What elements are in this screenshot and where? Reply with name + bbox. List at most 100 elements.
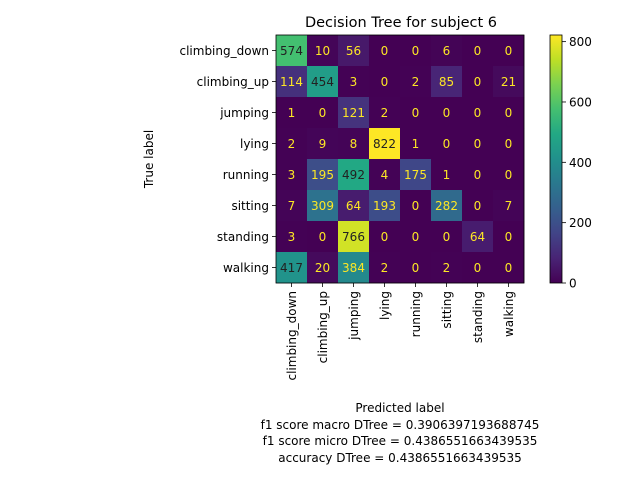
cell-value: 574	[280, 44, 303, 58]
heatmap-cell	[338, 159, 370, 191]
x-tick-label: walking	[502, 291, 516, 337]
heatmap-cell	[493, 97, 525, 129]
cell-value: 0	[412, 44, 420, 58]
heatmap-cell	[369, 66, 401, 98]
heatmap-cell	[400, 221, 432, 253]
heatmap-cell	[307, 252, 339, 284]
heatmap-cell	[307, 35, 339, 67]
cell-value: 0	[319, 230, 327, 244]
colorbar-tick-label: 400	[569, 156, 592, 170]
colorbar-tick-label: 0	[569, 277, 577, 291]
heatmap-cell	[400, 35, 432, 67]
cell-value: 4	[381, 168, 389, 182]
heatmap-cell	[493, 221, 525, 253]
heatmap-cell	[431, 252, 463, 284]
heatmap-cell	[493, 128, 525, 160]
y-tick-label: lying	[240, 137, 269, 151]
cell-value: 85	[439, 75, 454, 89]
heatmap-cell	[369, 97, 401, 129]
x-axis-label-block: Predicted label f1 score macro DTree = 0…	[261, 401, 540, 465]
y-tick-label: sitting	[231, 199, 269, 213]
cell-value: 3	[350, 75, 358, 89]
cell-value: 6	[443, 44, 451, 58]
x-tick-label: climbing_up	[316, 291, 330, 363]
heatmap-cell	[369, 252, 401, 284]
heatmap-cell	[276, 159, 308, 191]
colorbar-tick-label: 800	[569, 35, 592, 49]
heatmap-cell	[462, 35, 494, 67]
y-tick-label: climbing_up	[197, 75, 269, 89]
heatmap-cell	[400, 159, 432, 191]
heatmap-cell	[400, 97, 432, 129]
cell-value: 56	[346, 44, 361, 58]
cell-value: 193	[373, 199, 396, 213]
heatmap-cell	[307, 97, 339, 129]
heatmap-cell	[369, 128, 401, 160]
cell-value: 766	[342, 230, 365, 244]
cell-value: 0	[505, 106, 513, 120]
cell-value: 0	[412, 230, 420, 244]
colorbar-tick-label: 600	[569, 95, 592, 109]
heatmap-cell	[431, 159, 463, 191]
heatmap-cell	[493, 35, 525, 67]
accuracy-line: accuracy DTree = 0.4386551663439535	[278, 451, 522, 465]
cell-value: 64	[470, 230, 485, 244]
cell-value: 0	[505, 168, 513, 182]
cell-value: 121	[342, 106, 365, 120]
y-tick-label: standing	[217, 230, 269, 244]
heatmap-cell	[276, 97, 308, 129]
heatmap-cell	[307, 221, 339, 253]
heatmap-cell	[369, 35, 401, 67]
cell-value: 492	[342, 168, 365, 182]
x-tick-label: climbing_down	[285, 291, 299, 381]
cell-value: 822	[373, 137, 396, 151]
x-tick-label: jumping	[347, 291, 361, 341]
heatmap-cell	[338, 190, 370, 222]
heatmap-cell	[338, 35, 370, 67]
cell-value: 0	[505, 137, 513, 151]
heatmap-cell	[338, 128, 370, 160]
heatmap-cell	[431, 190, 463, 222]
cell-value: 2	[381, 261, 389, 275]
cell-value: 0	[474, 137, 482, 151]
cell-value: 0	[381, 44, 389, 58]
cell-value: 0	[319, 106, 327, 120]
y-tick-label: walking	[223, 261, 269, 275]
colorbar-tick-label: 200	[569, 216, 592, 230]
heatmap-cell	[431, 35, 463, 67]
heatmap-cell	[307, 128, 339, 160]
heatmap-cell	[462, 66, 494, 98]
cell-value: 7	[288, 199, 296, 213]
cell-value: 0	[474, 75, 482, 89]
cell-value: 8	[350, 137, 358, 151]
cell-value: 282	[435, 199, 458, 213]
heatmap-cell	[338, 252, 370, 284]
heatmap-cell	[400, 190, 432, 222]
cell-value: 0	[412, 261, 420, 275]
cell-value: 3	[288, 230, 296, 244]
colorbar	[549, 34, 563, 284]
heatmap-cell	[400, 252, 432, 284]
cell-value: 2	[412, 75, 420, 89]
y-tick-label: climbing_down	[179, 44, 269, 58]
heatmap-cell	[276, 221, 308, 253]
heatmap-cell	[462, 252, 494, 284]
heatmap-cell	[307, 159, 339, 191]
cell-value: 0	[443, 137, 451, 151]
cell-value: 2	[381, 106, 389, 120]
heatmap-cell	[431, 221, 463, 253]
cell-value: 309	[311, 199, 334, 213]
cell-value: 0	[474, 168, 482, 182]
cell-value: 1	[412, 137, 420, 151]
cell-value: 7	[505, 199, 513, 213]
heatmap-cell	[431, 97, 463, 129]
heatmap-cell	[369, 190, 401, 222]
cell-value: 0	[381, 75, 389, 89]
cell-value: 0	[505, 230, 513, 244]
cell-value: 0	[412, 106, 420, 120]
plot-frame	[275, 34, 525, 284]
x-axis-label: Predicted label	[355, 401, 444, 415]
